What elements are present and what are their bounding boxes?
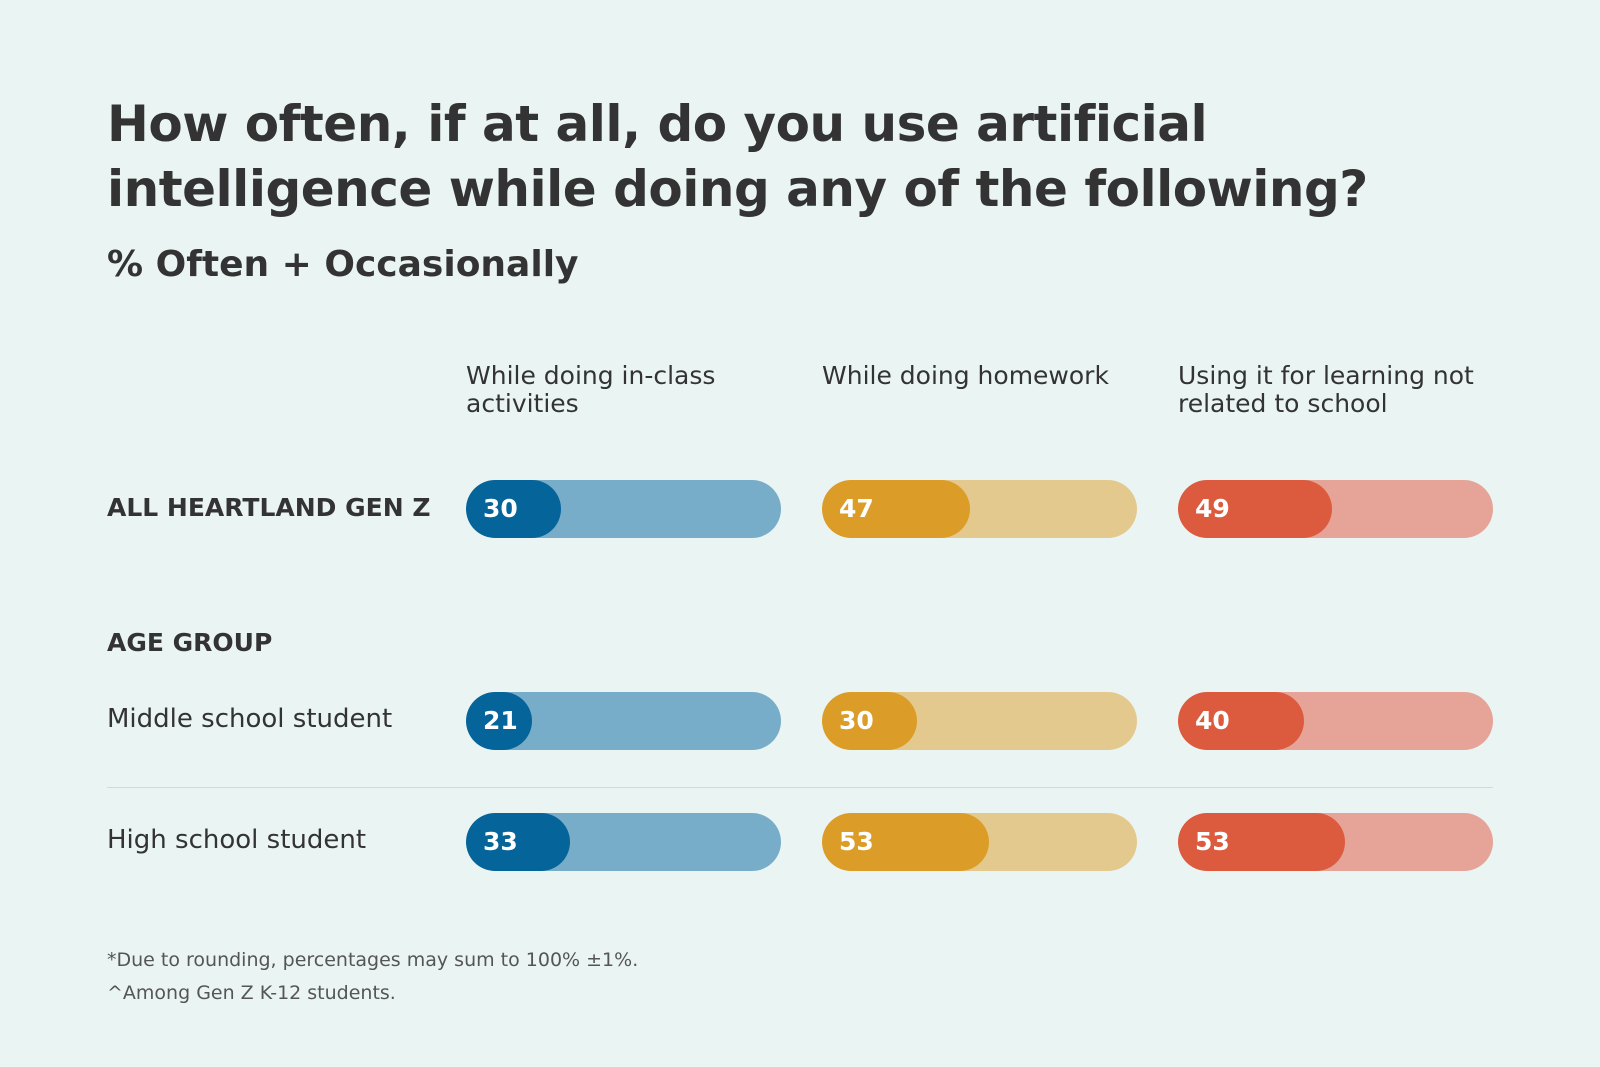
bar-track-high-school-learning: 53 [1178, 813, 1493, 871]
row-label-high-school: High school student [107, 825, 367, 855]
row-divider [107, 787, 1493, 788]
footnotes: *Due to rounding, percentages may sum to… [107, 944, 638, 1010]
bar-value-label: 30 [483, 494, 518, 523]
bar-fill-high-school-in-class [466, 813, 570, 871]
bar-fill-middle-school-learning [1178, 692, 1304, 750]
bar-value-label: 53 [839, 827, 874, 856]
footnote-among: ^Among Gen Z K-12 students. [107, 982, 396, 1004]
chart-title: How often, if at all, do you use artific… [107, 95, 1368, 218]
bar-value-label: 33 [483, 827, 518, 856]
chart-subtitle: % Often + Occasionally [107, 244, 579, 285]
bar-value-label: 47 [839, 494, 874, 523]
bar-fill-middle-school-in-class [466, 692, 533, 750]
bar-value-label: 21 [483, 706, 518, 735]
bar-track-high-school-homework: 53 [822, 813, 1137, 871]
bar-fill-all-learning [1178, 480, 1333, 538]
column-header-in-class: While doing in-class activities [466, 361, 716, 418]
row-label-all: ALL HEARTLAND GEN Z [107, 493, 431, 522]
bar-track-middle-school-homework: 30 [822, 692, 1137, 750]
bar-fill-high-school-homework [822, 813, 989, 871]
footnote-rounding: *Due to rounding, percentages may sum to… [107, 949, 639, 971]
bar-track-middle-school-in-class: 21 [466, 692, 781, 750]
bar-track-all-in-class: 30 [466, 480, 781, 538]
bar-value-label: 53 [1195, 827, 1230, 856]
column-header-homework: While doing homework [822, 361, 1109, 390]
bar-fill-high-school-learning [1178, 813, 1345, 871]
bar-track-all-homework: 47 [822, 480, 1137, 538]
bar-value-label: 49 [1195, 494, 1230, 523]
bar-fill-all-in-class [466, 480, 561, 538]
group-label-age: AGE GROUP [107, 628, 273, 657]
bar-track-high-school-in-class: 33 [466, 813, 781, 871]
bar-fill-middle-school-homework [822, 692, 917, 750]
bar-value-label: 30 [839, 706, 874, 735]
column-header-learning: Using it for learning not related to sch… [1178, 361, 1474, 418]
bar-track-all-learning: 49 [1178, 480, 1493, 538]
bar-value-label: 40 [1195, 706, 1230, 735]
bar-track-middle-school-learning: 40 [1178, 692, 1493, 750]
row-label-middle-school: Middle school student [107, 704, 393, 734]
bar-fill-all-homework [822, 480, 971, 538]
